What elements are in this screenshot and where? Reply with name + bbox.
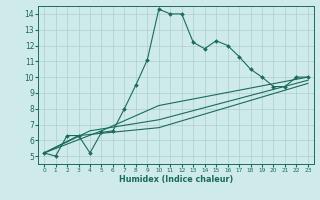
X-axis label: Humidex (Indice chaleur): Humidex (Indice chaleur) (119, 175, 233, 184)
